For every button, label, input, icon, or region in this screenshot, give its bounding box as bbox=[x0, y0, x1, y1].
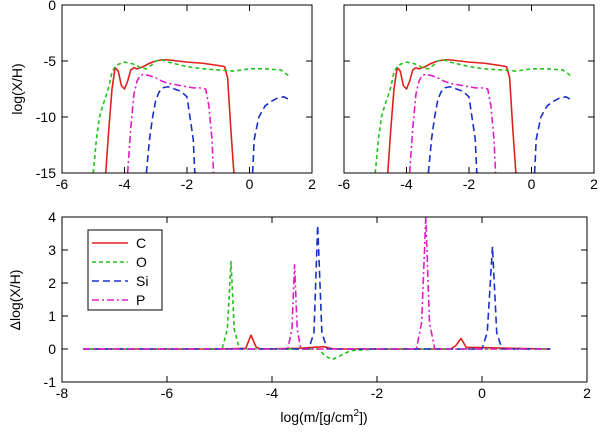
tr-series-line-p bbox=[408, 73, 497, 173]
top-right-panel: -6 -4 -2 0 2 bbox=[338, 4, 598, 192]
legend-label-p: P bbox=[136, 292, 145, 308]
bottom-series-group bbox=[83, 217, 551, 361]
top-left-panel: -6 -4 -2 0 2 0 -5 -10 -15 log(X/H) bbox=[9, 0, 316, 192]
tl-ytick-label-3: -15 bbox=[36, 165, 56, 181]
b-ytick-label-2: 1 bbox=[48, 308, 56, 324]
legend: CO Si P bbox=[87, 229, 163, 311]
tl-ytick-label-0: 0 bbox=[48, 0, 56, 13]
b-xtick-label-3: -2 bbox=[371, 385, 384, 401]
legend-label-c: C bbox=[136, 235, 146, 251]
top-left-ylabel: log(X/H) bbox=[9, 63, 25, 114]
top-right-frame bbox=[343, 4, 595, 174]
b-ytick-label-1: 0 bbox=[48, 341, 56, 357]
tr-xtick-label-2: -2 bbox=[463, 176, 476, 192]
b-ytick-label-4: 3 bbox=[48, 242, 56, 258]
tl-xtick-label-1: -4 bbox=[118, 176, 131, 192]
legend-label-si: Si bbox=[136, 273, 148, 289]
tl-xtick-label-3: 0 bbox=[246, 176, 254, 192]
legend-label-o: O bbox=[136, 254, 147, 270]
bottom-xlabel-pre: log(m/[g/cm bbox=[280, 409, 353, 425]
tr-series-line-c bbox=[386, 59, 518, 173]
tl-ytick-label-2: -10 bbox=[36, 109, 56, 125]
tl-xtick-label-2: -2 bbox=[181, 176, 194, 192]
tl-series-line-si bbox=[145, 85, 291, 173]
bottom-frame bbox=[61, 216, 588, 383]
top-left-series-group bbox=[92, 59, 291, 173]
top-left-frame bbox=[61, 4, 313, 174]
tr-series-line-o bbox=[374, 59, 573, 173]
tl-ytick-label-1: -5 bbox=[44, 53, 57, 69]
tr-series-line-si bbox=[427, 85, 573, 173]
top-right-series-group bbox=[374, 59, 573, 173]
b-xtick-label-2: -4 bbox=[266, 385, 279, 401]
b-series-line-c bbox=[83, 334, 551, 350]
b-ytick-label-0: -1 bbox=[44, 374, 57, 390]
bottom-xlabel-post: ]) bbox=[359, 409, 368, 425]
b-xtick-label-5: 2 bbox=[583, 385, 591, 401]
bottom-ticks: -8 -6 -4 -2 0 2 -1 0 1 2 3 4 bbox=[44, 209, 592, 401]
top-left-ticks: -6 -4 -2 0 2 0 -5 -10 -15 bbox=[36, 0, 316, 192]
b-ytick-label-5: 4 bbox=[48, 209, 56, 225]
b-series-line-p bbox=[83, 217, 551, 350]
tr-xtick-label-3: 0 bbox=[528, 176, 536, 192]
tr-xtick-label-0: -6 bbox=[338, 176, 351, 192]
top-right-ticks: -6 -4 -2 0 2 bbox=[338, 4, 598, 192]
tr-xtick-label-1: -4 bbox=[400, 176, 413, 192]
tl-xtick-label-4: 2 bbox=[308, 176, 316, 192]
b-xtick-label-4: 0 bbox=[478, 385, 486, 401]
b-xtick-label-0: -8 bbox=[56, 385, 69, 401]
b-series-line-si bbox=[83, 224, 551, 350]
bottom-xlabel-sup: 2 bbox=[354, 408, 360, 419]
tl-series-line-c bbox=[104, 59, 236, 173]
b-xtick-label-1: -6 bbox=[161, 385, 174, 401]
b-ytick-label-3: 2 bbox=[48, 275, 56, 291]
bottom-xlabel: log(m/[g/cm2]) bbox=[280, 408, 367, 425]
tl-xtick-label-0: -6 bbox=[56, 176, 69, 192]
tl-series-line-o bbox=[92, 59, 291, 173]
tr-xtick-label-4: 2 bbox=[590, 176, 598, 192]
legend-box bbox=[87, 229, 163, 311]
bottom-ylabel: Δlog(X/H) bbox=[7, 270, 23, 331]
tl-series-line-p bbox=[126, 73, 215, 173]
